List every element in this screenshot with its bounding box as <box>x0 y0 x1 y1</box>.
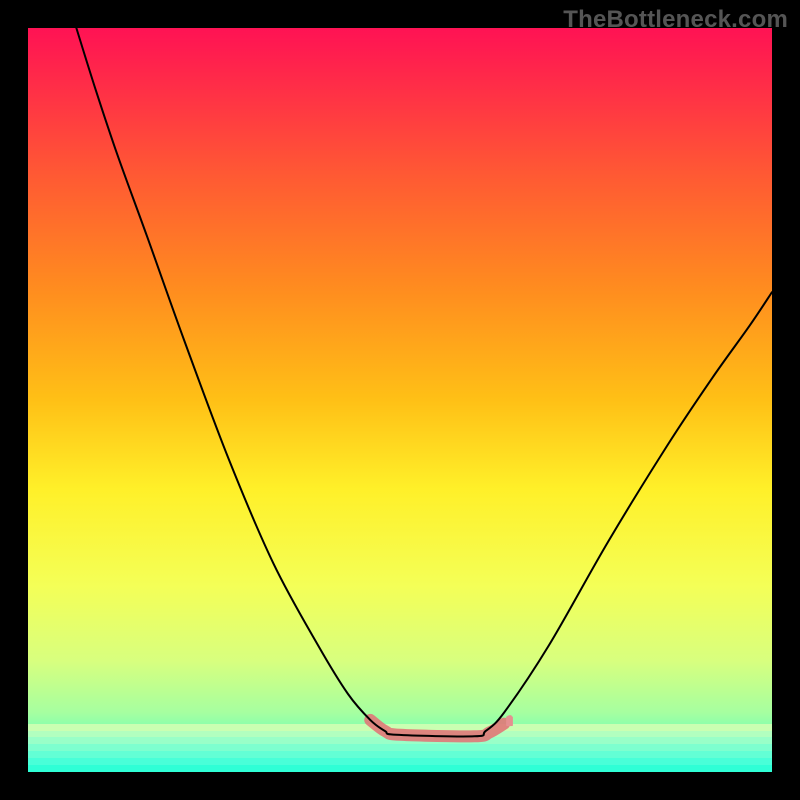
chart-frame: TheBottleneck.com <box>0 0 800 800</box>
bottleneck-curve <box>76 28 772 736</box>
watermark-label: TheBottleneck.com <box>563 6 788 34</box>
plot-area <box>28 28 772 772</box>
curve-layer <box>28 28 772 772</box>
